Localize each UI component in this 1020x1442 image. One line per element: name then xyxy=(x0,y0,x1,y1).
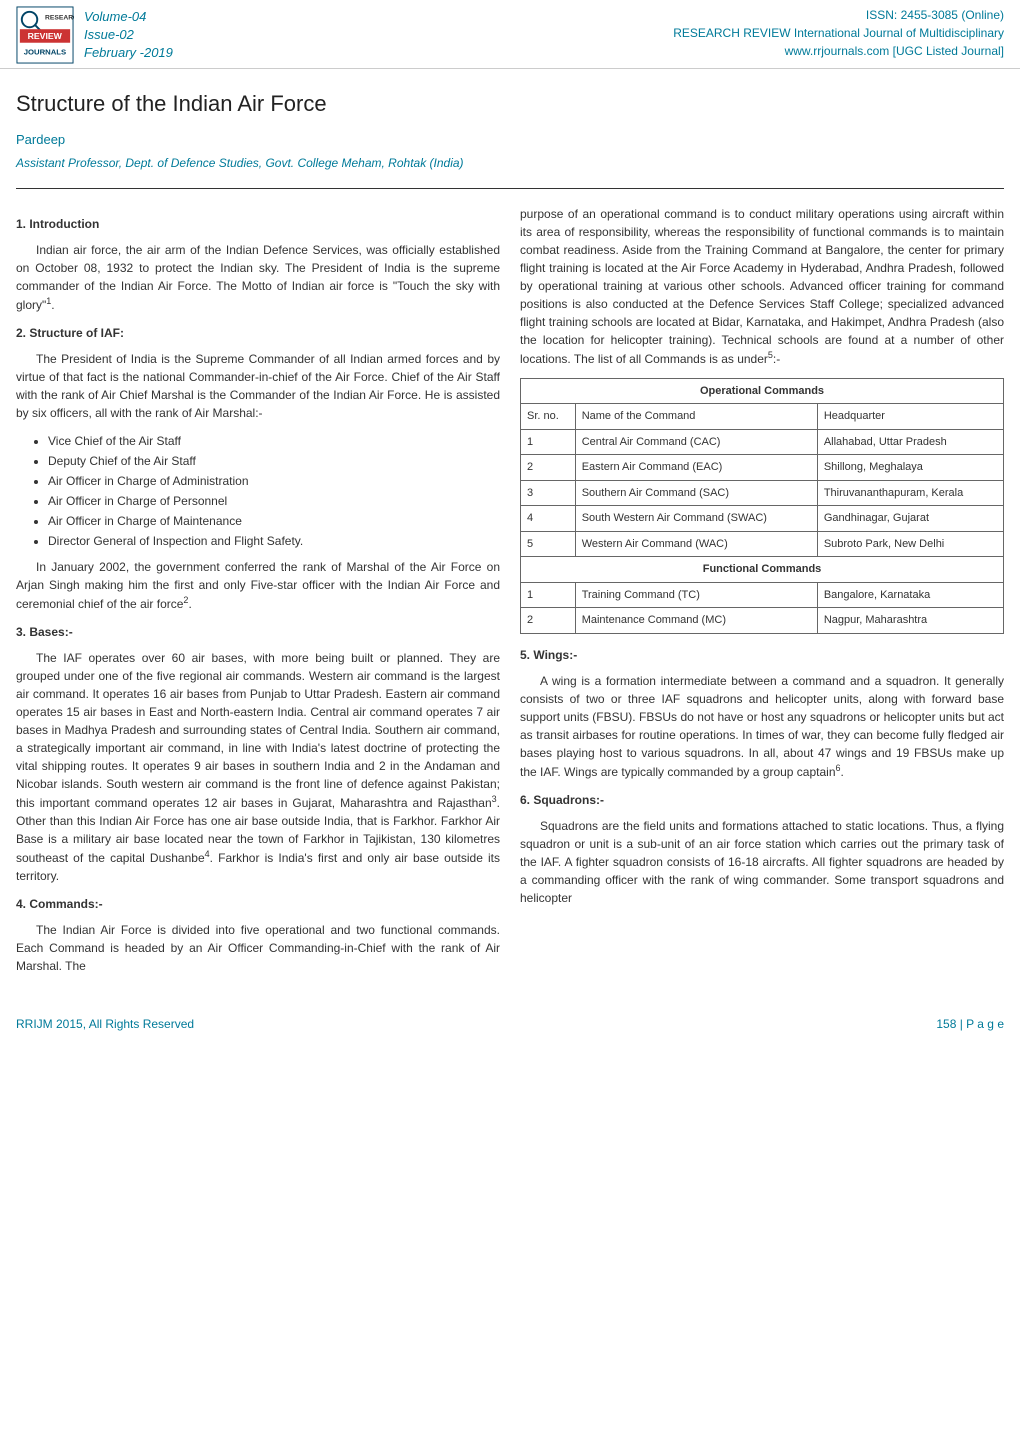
section-3-heading: 3. Bases:- xyxy=(16,623,500,641)
footer-right: 158 | P a g e xyxy=(936,1015,1004,1033)
title-separator xyxy=(16,188,1004,189)
col-hq: Headquarter xyxy=(817,404,1003,430)
table-row: 2Eastern Air Command (EAC)Shillong, Megh… xyxy=(521,455,1004,481)
s4-p2a: purpose of an operational command is to … xyxy=(520,207,1004,366)
list-item: Air Officer in Charge of Administration xyxy=(48,472,500,490)
section-2-heading: 2. Structure of IAF: xyxy=(16,324,500,342)
table-row: 5Western Air Command (WAC)Subroto Park, … xyxy=(521,531,1004,557)
list-item: Air Officer in Charge of Maintenance xyxy=(48,512,500,530)
commands-table: Operational Commands Sr. no. Name of the… xyxy=(520,378,1004,634)
s1-text: Indian air force, the air arm of the Ind… xyxy=(16,243,500,312)
s3-p1a: The IAF operates over 60 air bases, with… xyxy=(16,651,500,810)
s2-p2a: In January 2002, the government conferre… xyxy=(16,560,500,611)
issue-info: Volume-04 Issue-02 February -2019 xyxy=(84,8,173,63)
header-right: ISSN: 2455-3085 (Online) RESEARCH REVIEW… xyxy=(673,6,1004,60)
section-1-para: Indian air force, the air arm of the Ind… xyxy=(16,241,500,314)
list-item: Vice Chief of the Air Staff xyxy=(48,432,500,450)
page-footer: RRIJM 2015, All Rights Reserved 158 | P … xyxy=(0,985,1020,1043)
table-row: Operational Commands xyxy=(521,378,1004,404)
section-1-heading: 1. Introduction xyxy=(16,215,500,233)
list-item: Air Officer in Charge of Personnel xyxy=(48,492,500,510)
section-4-para-1: The Indian Air Force is divided into fiv… xyxy=(16,921,500,975)
section-6-para: Squadrons are the field units and format… xyxy=(520,817,1004,907)
svg-text:JOURNALS: JOURNALS xyxy=(24,47,66,56)
section-4-heading: 4. Commands:- xyxy=(16,895,500,913)
header-left: RESEARCH REVIEW JOURNALS Volume-04 Issue… xyxy=(16,6,173,64)
section-6-heading: 6. Squadrons:- xyxy=(520,791,1004,809)
article-title: Structure of the Indian Air Force xyxy=(0,69,1020,124)
footer-left: RRIJM 2015, All Rights Reserved xyxy=(16,1015,194,1033)
journal-url: www.rrjournals.com xyxy=(785,44,890,58)
list-item: Director General of Inspection and Fligh… xyxy=(48,532,500,550)
s1-tail: . xyxy=(51,298,54,312)
volume-label: Volume-04 xyxy=(84,8,173,26)
date-label: February -2019 xyxy=(84,44,173,62)
page-header: RESEARCH REVIEW JOURNALS Volume-04 Issue… xyxy=(0,0,1020,69)
journal-name: RESEARCH REVIEW International Journal of… xyxy=(673,24,1004,42)
table-row: 2Maintenance Command (MC)Nagpur, Maharas… xyxy=(521,608,1004,634)
s2-p2b: . xyxy=(188,597,191,611)
table-row: 1Central Air Command (CAC)Allahabad, Utt… xyxy=(521,429,1004,455)
table-row: 3Southern Air Command (SAC)Thiruvanantha… xyxy=(521,480,1004,506)
col-sr: Sr. no. xyxy=(521,404,576,430)
journal-logo: RESEARCH REVIEW JOURNALS xyxy=(16,6,74,64)
s5-p1b: . xyxy=(841,765,844,779)
section-2-para-1: The President of India is the Supreme Co… xyxy=(16,350,500,422)
left-column: 1. Introduction Indian air force, the ai… xyxy=(16,205,500,985)
s5-p1a: A wing is a formation intermediate betwe… xyxy=(520,674,1004,779)
right-column: purpose of an operational command is to … xyxy=(520,205,1004,985)
content-columns: 1. Introduction Indian air force, the ai… xyxy=(0,205,1020,985)
author-name: Pardeep xyxy=(0,124,1020,152)
svg-text:REVIEW: REVIEW xyxy=(28,31,63,41)
issue-label: Issue-02 xyxy=(84,26,173,44)
issn-label: ISSN: 2455-3085 (Online) xyxy=(673,6,1004,24)
table-row: 4South Western Air Command (SWAC)Gandhin… xyxy=(521,506,1004,532)
s4-p2b: :- xyxy=(773,352,780,366)
list-item: Deputy Chief of the Air Staff xyxy=(48,452,500,470)
author-affiliation: Assistant Professor, Dept. of Defence St… xyxy=(0,152,1020,182)
operational-header: Operational Commands xyxy=(521,378,1004,404)
section-4-para-2: purpose of an operational command is to … xyxy=(520,205,1004,368)
officer-list: Vice Chief of the Air Staff Deputy Chief… xyxy=(48,432,500,550)
section-2-para-2: In January 2002, the government conferre… xyxy=(16,558,500,613)
col-name: Name of the Command xyxy=(575,404,817,430)
functional-header: Functional Commands xyxy=(521,557,1004,583)
table-row: 1Training Command (TC)Bangalore, Karnata… xyxy=(521,582,1004,608)
section-3-para: The IAF operates over 60 air bases, with… xyxy=(16,649,500,885)
section-5-heading: 5. Wings:- xyxy=(520,646,1004,664)
svg-text:RESEARCH: RESEARCH xyxy=(45,15,74,22)
table-row: Sr. no. Name of the Command Headquarter xyxy=(521,404,1004,430)
table-row: Functional Commands xyxy=(521,557,1004,583)
section-5-para: A wing is a formation intermediate betwe… xyxy=(520,672,1004,781)
ugc-label: [UGC Listed Journal] xyxy=(893,44,1004,58)
